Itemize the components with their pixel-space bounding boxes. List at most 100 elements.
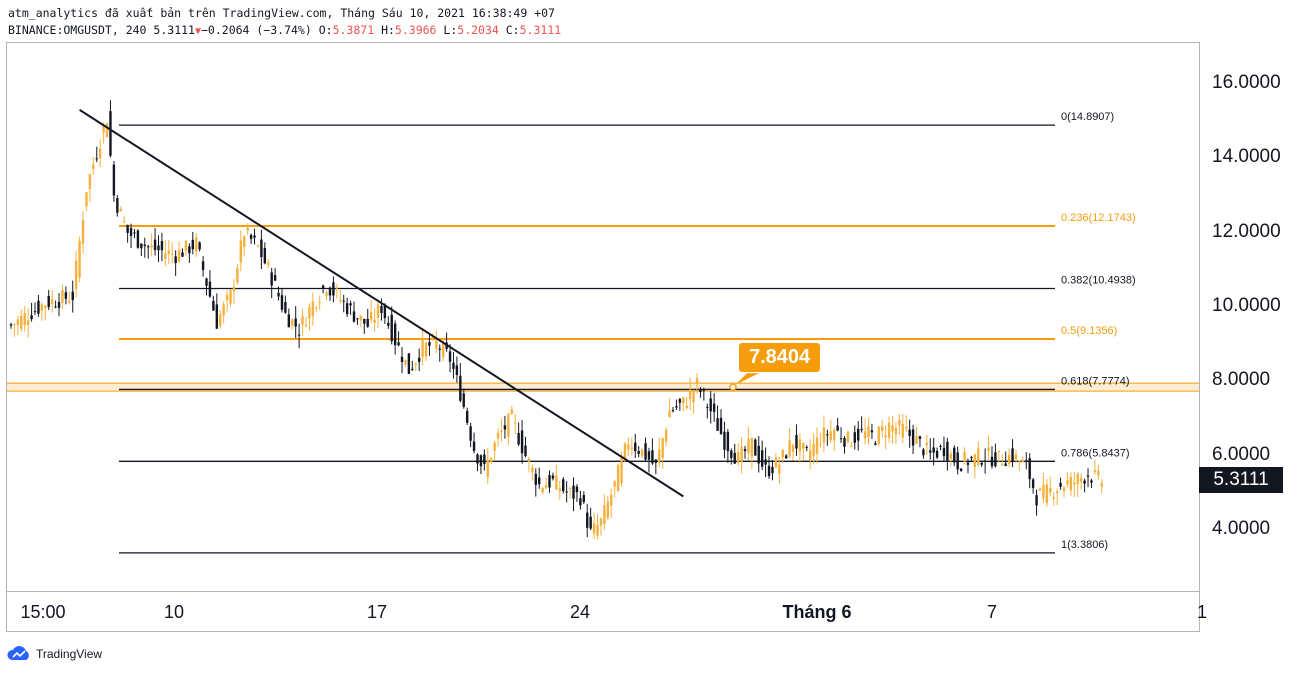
- candle-body: [414, 363, 417, 365]
- candle-body: [147, 246, 150, 248]
- high-value: 5.3966: [394, 23, 437, 37]
- candle-body: [219, 314, 222, 326]
- candle-body: [623, 443, 627, 459]
- candle-body: [54, 306, 57, 308]
- candle-body: [1028, 458, 1031, 480]
- price-tick: 14.0000: [1212, 146, 1281, 168]
- candle-body: [321, 285, 325, 289]
- close-value: 5.3111: [519, 23, 562, 37]
- candle-body: [1079, 477, 1083, 482]
- candle-body: [81, 220, 85, 244]
- candle-body: [956, 452, 959, 470]
- time-tick: Tháng 6: [782, 602, 852, 622]
- candlestick-chart[interactable]: 0(14.8907) 0.236(12.1743) 0.382(10.4938) 0.…: [7, 43, 1200, 592]
- candle-body: [1014, 454, 1018, 460]
- candle-body: [747, 438, 750, 454]
- candle-body: [579, 498, 582, 506]
- candle-body: [373, 319, 376, 323]
- candle-body: [249, 234, 253, 239]
- candle-body: [1059, 482, 1062, 487]
- candle-body: [383, 304, 387, 319]
- candle-body: [236, 268, 239, 283]
- price-tick: 6.0000: [1212, 443, 1271, 465]
- candle-body: [1083, 480, 1086, 484]
- candle-body: [860, 428, 863, 430]
- candle-body: [733, 452, 736, 464]
- candle-body: [644, 443, 647, 460]
- candle-body: [754, 439, 757, 456]
- candle-body: [870, 430, 874, 433]
- candle-body: [568, 488, 572, 490]
- candle-body: [472, 441, 476, 452]
- candle-body: [85, 192, 88, 207]
- candle-body: [980, 462, 983, 465]
- candle-body: [304, 325, 308, 327]
- last-price-label: 5.3111: [1199, 467, 1283, 494]
- candle-body: [184, 240, 188, 251]
- symbol-label: BINANCE:OMGUSDT, 240: [8, 23, 147, 37]
- candle-body: [1038, 488, 1042, 491]
- candle-body: [153, 239, 157, 251]
- highlight-band: [7, 383, 1199, 392]
- candle-body: [1035, 495, 1038, 506]
- candle-body: [1100, 483, 1103, 487]
- candle-body: [339, 300, 342, 302]
- candle-body: [102, 125, 105, 133]
- candle-body: [181, 252, 184, 257]
- low-label: L:: [443, 23, 458, 37]
- candle-body: [126, 224, 129, 233]
- candle-body: [743, 449, 747, 452]
- candle-body: [692, 390, 695, 403]
- candle-body: [332, 282, 335, 296]
- candle-body: [291, 319, 294, 326]
- candle-body: [946, 441, 949, 461]
- candle-body: [654, 459, 658, 463]
- candle-body: [366, 318, 369, 327]
- candle-body: [994, 452, 997, 467]
- candle-body: [195, 237, 198, 252]
- candle-body: [335, 288, 339, 290]
- candle-body: [246, 227, 249, 231]
- open-value: 5.3871: [332, 23, 375, 37]
- candle-body: [558, 488, 561, 492]
- candle-body: [857, 428, 860, 441]
- candle-body: [929, 450, 932, 453]
- candle-body: [922, 449, 925, 456]
- candle-body: [57, 301, 61, 308]
- candle-body: [918, 436, 922, 439]
- candle-body: [767, 465, 771, 477]
- candle-body: [990, 456, 994, 467]
- candle-body: [136, 230, 140, 248]
- candle-body: [164, 253, 167, 259]
- candle-body: [232, 286, 236, 292]
- callout-anchor-dot: [729, 383, 737, 391]
- candle-body: [64, 292, 68, 299]
- candle-body: [1021, 459, 1025, 463]
- chart-plot-area[interactable]: 0(14.8907) 0.236(12.1743) 0.382(10.4938) 0.…: [6, 42, 1200, 592]
- candle-body: [352, 311, 356, 322]
- candle-body: [1086, 475, 1090, 477]
- change-value: −0.2064 (−3.74%): [201, 23, 312, 37]
- time-axis[interactable]: 15:00 10 17 24 Tháng 6 7 14: [6, 592, 1207, 632]
- tradingview-logo[interactable]: TradingView: [6, 646, 102, 662]
- candle-body: [119, 208, 122, 212]
- candle-body: [524, 445, 527, 457]
- candle-body: [805, 447, 808, 449]
- candle-body: [791, 444, 795, 452]
- candle-body: [229, 290, 232, 304]
- candle-body: [174, 256, 177, 264]
- price-axis[interactable]: 16.0000 14.0000 12.0000 10.0000 8.0000 6.0000…: [1200, 42, 1299, 592]
- candle-body: [129, 228, 133, 236]
- candle-body: [143, 244, 146, 247]
- candle-body: [476, 454, 479, 464]
- candle-body: [74, 260, 78, 290]
- candle-body: [1090, 480, 1093, 483]
- candle-body: [441, 343, 445, 357]
- candle-body: [712, 403, 716, 412]
- candle-body: [270, 272, 273, 286]
- candle-body: [925, 442, 929, 446]
- candle-body: [565, 491, 568, 493]
- candle-body: [675, 406, 678, 408]
- candle-body: [740, 446, 743, 462]
- candle-body: [349, 303, 352, 306]
